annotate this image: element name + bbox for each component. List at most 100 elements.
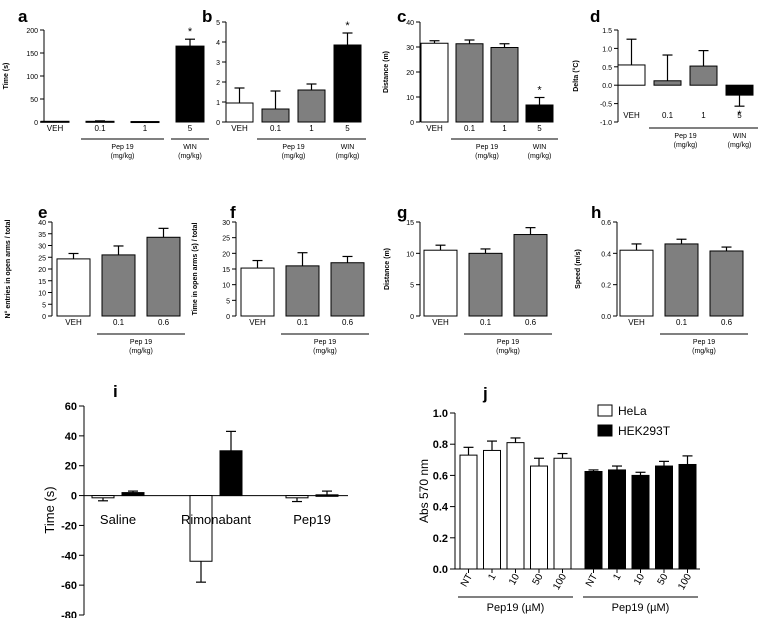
group-label: Pep19 bbox=[293, 512, 331, 527]
y-tick-label: 0.0 bbox=[601, 314, 611, 321]
group-unit: (mg/kg) bbox=[111, 153, 135, 160]
y-tick-label: 200 bbox=[26, 28, 38, 35]
y-tick-label: 100 bbox=[26, 74, 38, 81]
panel-c-letter: c bbox=[397, 7, 406, 26]
x-tick-label: 0.1 bbox=[662, 111, 674, 120]
group-unit: (mg/kg) bbox=[692, 348, 716, 355]
bar-0.6 bbox=[709, 250, 744, 317]
x-tick-label: 0.1 bbox=[113, 318, 125, 327]
x-tick-label: 50 bbox=[656, 572, 671, 588]
x-tick-label: 10 bbox=[632, 572, 647, 588]
y-tick-label: 0 bbox=[71, 491, 77, 503]
bar-VEH bbox=[420, 42, 449, 123]
x-tick-label: NT bbox=[459, 572, 475, 589]
x-tick-label: VEH bbox=[231, 124, 248, 133]
bar-VEH bbox=[619, 249, 654, 317]
y-tick-label: 0.8 bbox=[433, 439, 448, 451]
y-tick-label: -40 bbox=[61, 550, 77, 562]
panel-b-letter: b bbox=[202, 7, 212, 26]
bar-saline bbox=[121, 492, 145, 497]
x-tick-label: 1 bbox=[611, 572, 624, 583]
bar-5 bbox=[175, 45, 205, 123]
x-tick-label: 0.6 bbox=[158, 318, 170, 327]
y-tick-label: 1 bbox=[216, 100, 220, 107]
y-tick-label: 4 bbox=[216, 40, 220, 47]
y-tick-label: 30 bbox=[38, 244, 46, 251]
bar-VEH bbox=[56, 258, 91, 317]
x-tick-label: 0.6 bbox=[721, 318, 733, 327]
bar-1 bbox=[297, 89, 326, 123]
y-tick-label: 5 bbox=[216, 20, 220, 27]
bar-VEH bbox=[423, 249, 458, 317]
x-tick-label: 10 bbox=[507, 572, 522, 588]
group-label: WIN bbox=[341, 144, 355, 151]
y-tick-label: 5 bbox=[226, 298, 230, 305]
y-axis-title: Delta (°C) bbox=[572, 60, 580, 92]
y-tick-label: 35 bbox=[38, 232, 46, 239]
group-unit: (mg/kg) bbox=[728, 142, 752, 149]
x-tick-label: VEH bbox=[47, 124, 64, 133]
x-tick-label: NT bbox=[584, 572, 600, 589]
bar-0.1 bbox=[653, 80, 682, 86]
y-tick-label: 0.2 bbox=[433, 533, 448, 545]
bar-hek293t bbox=[655, 465, 673, 570]
bar-1 bbox=[490, 47, 519, 123]
x-tick-label: 0.1 bbox=[270, 124, 282, 133]
y-tick-label: 0 bbox=[216, 120, 220, 127]
y-tick-label: 15 bbox=[38, 279, 46, 286]
y-tick-label: 1.0 bbox=[602, 46, 612, 53]
x-tick-label: 5 bbox=[345, 124, 350, 133]
y-tick-label: 3 bbox=[216, 60, 220, 67]
group-label: Rimonabant bbox=[181, 512, 251, 527]
y-tick-label: -80 bbox=[61, 610, 77, 618]
y-tick-label: 20 bbox=[65, 461, 77, 473]
bar-VEH bbox=[40, 120, 70, 123]
y-tick-label: 30 bbox=[222, 220, 230, 227]
group-label: Pep 19 bbox=[111, 144, 133, 151]
y-tick-label: 30 bbox=[406, 45, 414, 52]
group-label: Pep 19 bbox=[130, 339, 152, 346]
group-label: Pep19 (µM) bbox=[612, 602, 670, 614]
bar-pep19 bbox=[315, 494, 339, 497]
panel-f-letter: f bbox=[230, 203, 236, 222]
y-tick-label: 20 bbox=[222, 251, 230, 258]
group-unit: (mg/kg) bbox=[336, 153, 360, 160]
y-tick-label: -0.5 bbox=[600, 102, 612, 109]
panel-g-letter: g bbox=[397, 203, 407, 222]
x-tick-label: 0.1 bbox=[94, 124, 106, 133]
group-label: Pep 19 bbox=[693, 339, 715, 346]
legend-label: HeLa bbox=[618, 404, 647, 418]
x-tick-label: 0.6 bbox=[342, 318, 354, 327]
group-unit: (mg/kg) bbox=[475, 153, 499, 160]
group-label: Pep 19 bbox=[314, 339, 336, 346]
y-tick-label: 15 bbox=[222, 267, 230, 274]
group-unit: (mg/kg) bbox=[282, 153, 306, 160]
y-tick-label: 20 bbox=[38, 267, 46, 274]
y-tick-label: 0.0 bbox=[433, 564, 448, 576]
y-tick-label: 0 bbox=[226, 314, 230, 321]
y-tick-label: 0.4 bbox=[601, 251, 611, 258]
y-tick-label: 20 bbox=[406, 70, 414, 77]
y-tick-label: -20 bbox=[61, 520, 77, 532]
bar-pep19 bbox=[285, 495, 309, 499]
panel-a: a 0 50 100 150 200 Time (s) VEH 0.1 1 * 5 Pep 19 (mg/… bbox=[3, 7, 209, 160]
significance-star: * bbox=[188, 26, 193, 38]
x-tick-label: 0.1 bbox=[676, 318, 688, 327]
x-tick-label: VEH bbox=[628, 318, 645, 327]
bar-0.1 bbox=[101, 254, 136, 317]
y-tick-label: 2 bbox=[216, 80, 220, 87]
bar-0.1 bbox=[455, 43, 484, 123]
y-tick-label: 1.0 bbox=[433, 408, 448, 420]
bar-0.1 bbox=[664, 243, 699, 317]
x-tick-label: 1 bbox=[701, 111, 706, 120]
panel-c: c 0 10 20 30 40 Distance (m) VEH 0.1 1 * 5 Pep 19 (mg… bbox=[383, 7, 558, 160]
x-tick-label: 5 bbox=[737, 111, 742, 120]
bar-0.6 bbox=[330, 262, 365, 317]
x-tick-label: 100 bbox=[676, 572, 694, 592]
group-unit: (mg/kg) bbox=[528, 153, 552, 160]
group-label: WIN bbox=[183, 144, 197, 151]
x-tick-label: 1 bbox=[502, 124, 507, 133]
panel-b: b 0 1 2 3 4 5 Time (s) VEH 0.1 1 * 5 Pep 19 (mg/kg) WIN… bbox=[188, 7, 366, 160]
panel-g: g 0 5 10 15 Distance (m) VEH 0.1 0.6 Pep 19 (mg/kg… bbox=[384, 203, 552, 355]
